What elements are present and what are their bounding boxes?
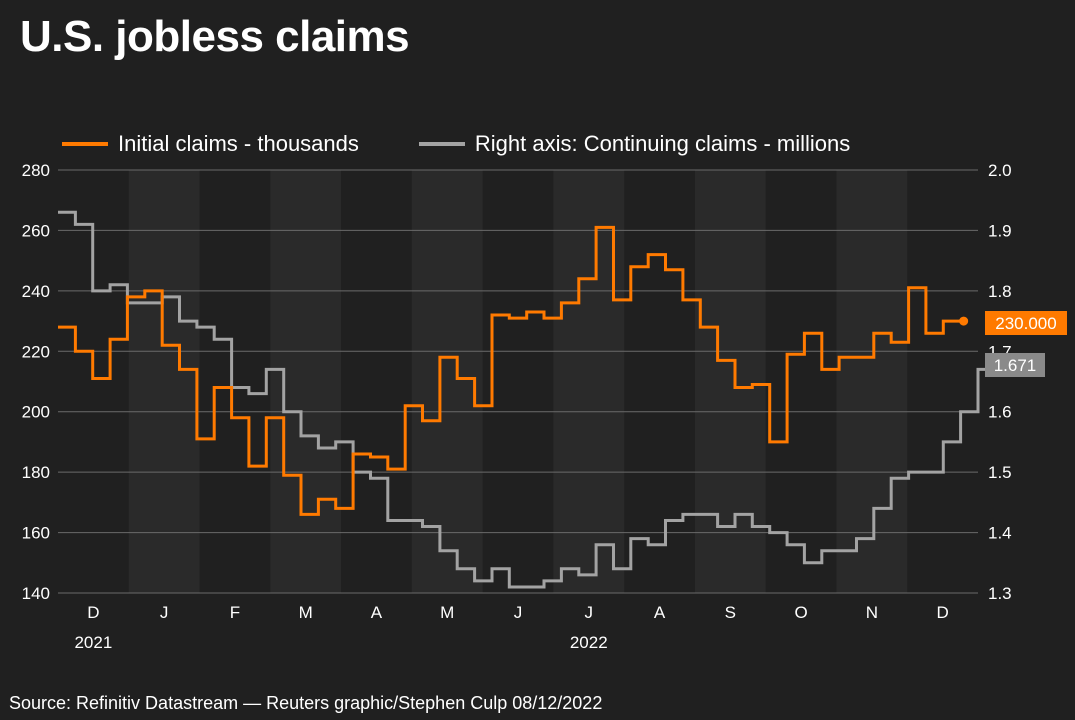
- legend-label-continuing: Right axis: Continuing claims - millions: [474, 131, 851, 156]
- month-band: [836, 170, 908, 593]
- x-tick-label: A: [371, 603, 383, 622]
- legend-item-initial: Initial claims - thousands: [62, 131, 359, 157]
- y-right-tick-label: 1.4: [988, 524, 1012, 543]
- y-right-tick-label: 1.5: [988, 463, 1012, 482]
- x-tick-label: A: [654, 603, 666, 622]
- month-band: [411, 170, 483, 593]
- legend: Initial claims - thousands Right axis: C…: [62, 131, 910, 157]
- series-initial-endpoint: [959, 316, 969, 326]
- y-left-tick-label: 200: [22, 403, 50, 422]
- chart-title: U.S. jobless claims: [20, 12, 410, 61]
- y-left-tick-label: 140: [22, 584, 50, 603]
- y-right-tick-label: 1.6: [988, 403, 1012, 422]
- value-badge-initial-text: 230.000: [995, 314, 1056, 333]
- y-left-tick-label: 240: [22, 282, 50, 301]
- y-left-tick-label: 260: [22, 221, 50, 240]
- value-badge-initial: [985, 311, 1067, 335]
- y-left-tick-label: 160: [22, 524, 50, 543]
- y-left-tick-label: 180: [22, 463, 50, 482]
- x-tick-label: J: [160, 603, 169, 622]
- x-tick-label: O: [794, 603, 807, 622]
- value-badge-continuing: [985, 353, 1045, 377]
- y-right-tick-label: 1.3: [988, 584, 1012, 603]
- x-tick-label: M: [440, 603, 454, 622]
- legend-item-continuing: Right axis: Continuing claims - millions: [418, 131, 851, 157]
- month-band: [694, 170, 766, 593]
- value-badge-continuing-text: 1.671: [994, 356, 1037, 375]
- y-left-tick-label: 280: [22, 161, 50, 180]
- x-tick-label: J: [585, 603, 594, 622]
- legend-swatch-continuing: [418, 142, 465, 146]
- y-left-tick-label: 220: [22, 342, 50, 361]
- month-band: [270, 170, 342, 593]
- y-right-tick-label: 1.8: [988, 282, 1012, 301]
- x-tick-label: D: [87, 603, 99, 622]
- year-label: 2021: [74, 633, 112, 652]
- legend-swatch-initial: [62, 142, 108, 146]
- y-right-tick-label: 1.9: [988, 221, 1012, 240]
- series-continuing-line: [58, 210, 996, 589]
- month-band: [128, 170, 200, 593]
- legend-label-initial: Initial claims - thousands: [118, 131, 359, 156]
- x-tick-label: N: [866, 603, 878, 622]
- y-right-tick-label: 2.0: [988, 161, 1012, 180]
- x-tick-label: M: [299, 603, 313, 622]
- year-label: 2022: [570, 633, 608, 652]
- x-tick-label: J: [514, 603, 523, 622]
- series-initial-line: [58, 225, 961, 516]
- x-tick-label: S: [725, 603, 736, 622]
- x-tick-label: D: [936, 603, 948, 622]
- source-note: Source: Refinitiv Datastream — Reuters g…: [9, 693, 603, 713]
- x-tick-label: F: [230, 603, 240, 622]
